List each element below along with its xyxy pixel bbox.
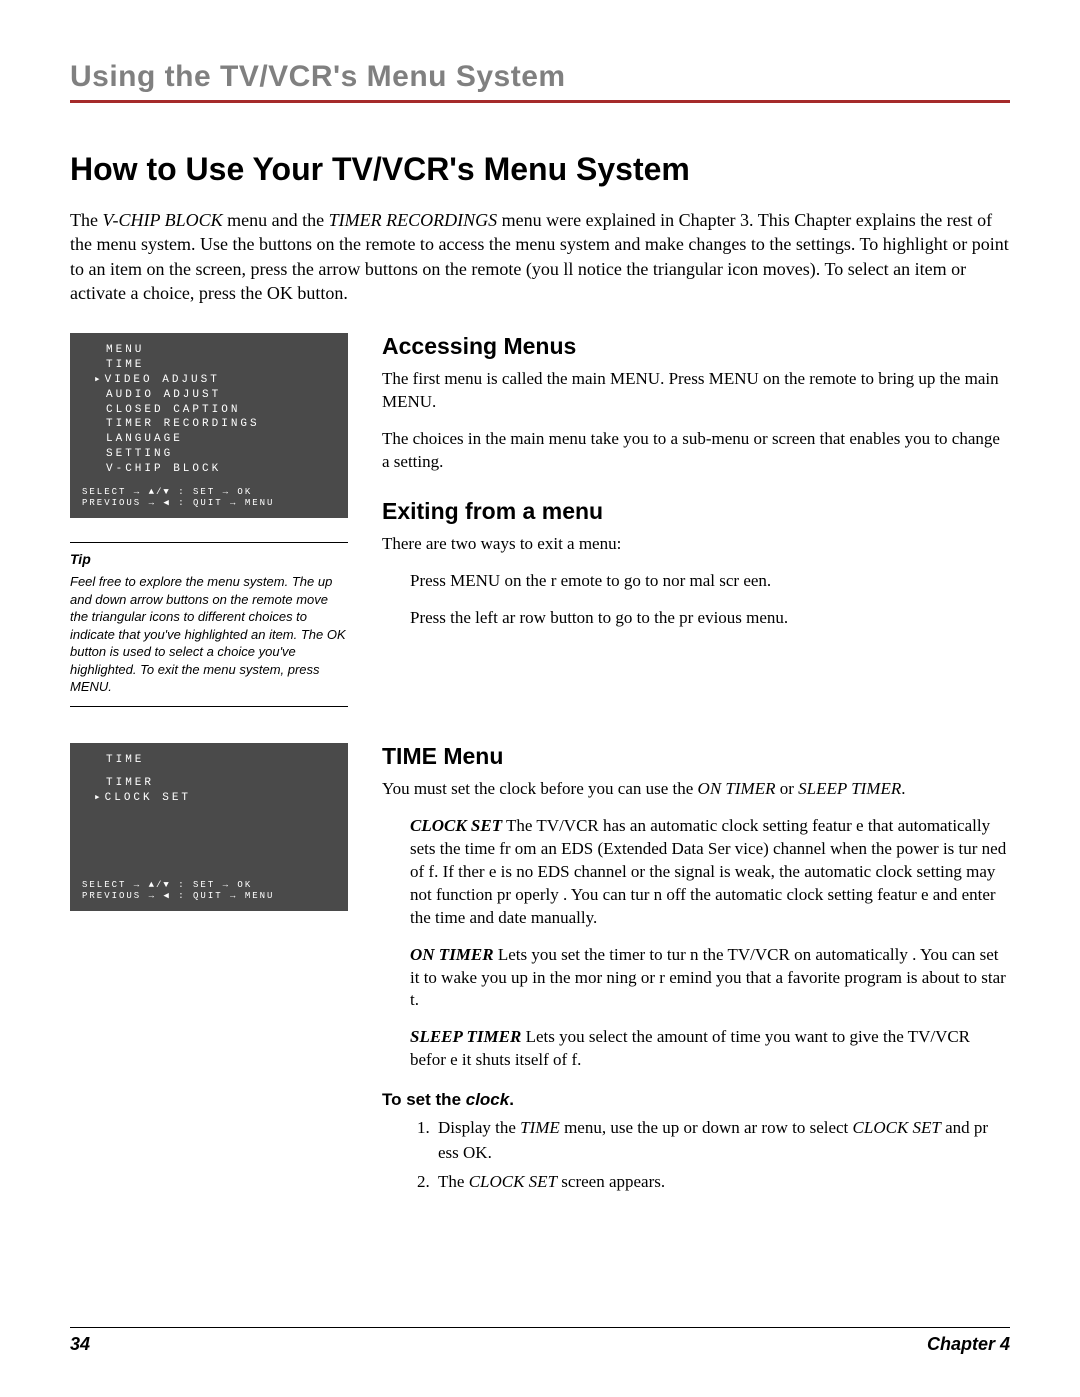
vchip-ref: V-CHIP BLOCK xyxy=(102,210,222,230)
menu-footer-line: PREVIOUS → ◀ : QUIT → MENU xyxy=(82,891,336,903)
text: There are two ways to exit a menu: xyxy=(382,533,1010,556)
main-menu-screenshot: MENU TIME VIDEO ADJUST AUDIO ADJUST CLOS… xyxy=(70,333,348,518)
menu-title: MENU xyxy=(82,343,336,358)
clockset-desc: CLOCK SET The TV/VCR has an automatic cl… xyxy=(382,815,1010,930)
sleeptimer-desc: SLEEP TIMER Lets you select the amount o… xyxy=(382,1026,1010,1072)
text: Press the left ar row button to go to th… xyxy=(382,607,1010,630)
menu-item: V-CHIP BLOCK xyxy=(82,462,336,477)
tip-block: Tip Feel free to explore the menu system… xyxy=(70,542,348,707)
chapter-label: Chapter 4 xyxy=(927,1334,1010,1355)
text: . xyxy=(509,1090,514,1109)
ontimer-desc: ON TIMER Lets you set the timer to tur n… xyxy=(382,944,1010,1013)
menu-item: CLOSED CAPTION xyxy=(82,403,336,418)
accessing-title: Accessing Menus xyxy=(382,333,1010,360)
page-title: How to Use Your TV/VCR's Menu System xyxy=(70,151,1010,188)
section-accessing: MENU TIME VIDEO ADJUST AUDIO ADJUST CLOS… xyxy=(70,333,1010,707)
text: You must set the clock before you can us… xyxy=(382,779,698,798)
menu-footer-line: SELECT → ▲/▼ : SET → OK xyxy=(82,880,336,892)
section-time-menu: TIME TIMER CLOCK SET SELECT → ▲/▼ : SET … xyxy=(70,743,1010,1198)
menu-item: SETTING xyxy=(82,447,336,462)
step: The CLOCK SET screen appears. xyxy=(434,1170,1010,1195)
exiting-title: Exiting from a menu xyxy=(382,498,1010,525)
text: . xyxy=(901,779,905,798)
page-header: Using the TV/VCR's Menu System xyxy=(70,60,1010,103)
menu-item: TIMER xyxy=(82,776,336,791)
steps-list: Display the TIME menu, use the up or dow… xyxy=(382,1116,1010,1194)
clockset-ref: CLOCK SET xyxy=(853,1118,941,1137)
text: menu and the xyxy=(223,210,329,230)
menu-footer: SELECT → ▲/▼ : SET → OK PREVIOUS → ◀ : Q… xyxy=(82,487,336,510)
text: menu, use the up or down ar row to selec… xyxy=(560,1118,853,1137)
intro-paragraph: The V-CHIP BLOCK menu and the TIMER RECO… xyxy=(70,208,1010,305)
text: or xyxy=(775,779,798,798)
sleep-label: SLEEP TIMER xyxy=(410,1027,521,1046)
on-timer-ref: ON TIMER xyxy=(698,779,776,798)
right-column: TIME Menu You must set the clock before … xyxy=(382,743,1010,1198)
page-number: 34 xyxy=(70,1334,90,1355)
tip-text: Feel free to explore the menu system. Th… xyxy=(70,573,348,696)
text: The first menu is called the main MENU. … xyxy=(382,368,1010,414)
clockset-ref: CLOCK SET xyxy=(469,1172,557,1191)
time-menu-title: TIME Menu xyxy=(382,743,1010,770)
menu-footer: SELECT → ▲/▼ : SET → OK PREVIOUS → ◀ : Q… xyxy=(82,880,336,903)
text: To set the xyxy=(382,1090,466,1109)
menu-footer-line: SELECT → ▲/▼ : SET → OK xyxy=(82,487,336,499)
menu-item: TIME xyxy=(82,358,336,373)
tip-label: Tip xyxy=(70,551,348,567)
text: The xyxy=(70,210,102,230)
timer-ref: TIMER RECORDINGS xyxy=(329,210,497,230)
left-column: TIME TIMER CLOCK SET SELECT → ▲/▼ : SET … xyxy=(70,743,348,1198)
text: You must set the clock before you can us… xyxy=(382,778,1010,801)
menu-item: AUDIO ADJUST xyxy=(82,388,336,403)
clockset-label: CLOCK SET xyxy=(410,816,502,835)
right-column: Accessing Menus The first menu is called… xyxy=(382,333,1010,707)
time-menu-screenshot: TIME TIMER CLOCK SET SELECT → ▲/▼ : SET … xyxy=(70,743,348,911)
text: Lets you set the timer to tur n the TV/V… xyxy=(410,945,1006,1010)
text: screen appears. xyxy=(557,1172,665,1191)
menu-item: TIMER RECORDINGS xyxy=(82,417,336,432)
menu-title: TIME xyxy=(82,753,336,768)
to-set-clock-title: To set the clock. xyxy=(382,1090,1010,1110)
left-column: MENU TIME VIDEO ADJUST AUDIO ADJUST CLOS… xyxy=(70,333,348,707)
text: Press MENU on the r emote to go to nor m… xyxy=(382,570,1010,593)
menu-item-selected: VIDEO ADJUST xyxy=(82,373,336,388)
text: The xyxy=(438,1172,469,1191)
ontimer-label: ON TIMER xyxy=(410,945,494,964)
menu-item-selected: CLOCK SET xyxy=(82,791,336,806)
text: Display the xyxy=(438,1118,520,1137)
sleep-timer-ref: SLEEP TIMER xyxy=(798,779,901,798)
menu-item: LANGUAGE xyxy=(82,432,336,447)
step: Display the TIME menu, use the up or dow… xyxy=(434,1116,1010,1165)
menu-footer-line: PREVIOUS → ◀ : QUIT → MENU xyxy=(82,498,336,510)
page-footer: 34 Chapter 4 xyxy=(70,1327,1010,1355)
clock-word: clock xyxy=(466,1090,509,1109)
time-ref: TIME xyxy=(520,1118,560,1137)
text: The choices in the main menu take you to… xyxy=(382,428,1010,474)
